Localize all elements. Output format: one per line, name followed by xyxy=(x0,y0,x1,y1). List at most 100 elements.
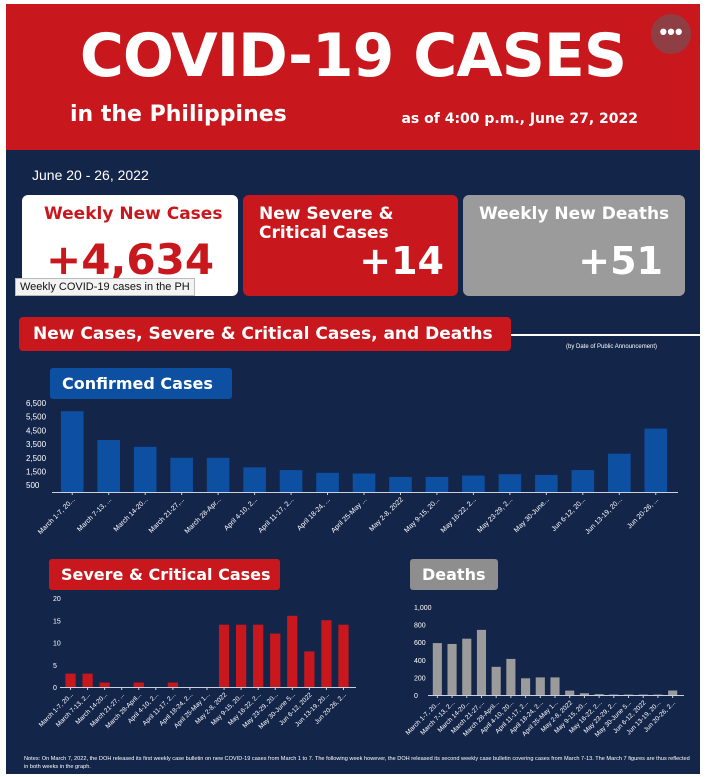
bar xyxy=(607,453,631,492)
bar xyxy=(644,428,668,492)
bar xyxy=(60,411,84,492)
as-of-timestamp: as of 4:00 p.m., June 27, 2022 xyxy=(401,111,638,127)
bar xyxy=(253,624,264,687)
y-tick-label: 0 xyxy=(414,693,418,700)
x-tick-label: April 11-17, 2... xyxy=(257,496,295,534)
y-tick-label: 10 xyxy=(53,641,61,648)
x-tick-label: May 2-8, 2022 xyxy=(368,496,405,533)
x-tick-label: March 14-20... xyxy=(113,496,150,533)
bar xyxy=(279,470,303,492)
bar xyxy=(338,624,349,687)
bar xyxy=(425,476,449,492)
page-title: COVID-19 CASES xyxy=(79,21,627,91)
y-tick-label: 4,500 xyxy=(26,426,47,435)
section-divider xyxy=(511,334,700,336)
bar xyxy=(321,620,332,687)
bar xyxy=(432,643,442,695)
bar xyxy=(506,658,516,695)
bar xyxy=(304,651,315,687)
y-tick-label: 2,500 xyxy=(26,454,47,463)
y-tick-label: 500 xyxy=(26,481,40,490)
date-note: (by Date of Public Announcement) xyxy=(566,344,658,350)
bar xyxy=(170,457,193,492)
bar xyxy=(167,682,178,687)
y-tick-label: 6,500 xyxy=(26,399,47,408)
bar xyxy=(491,666,501,695)
bar xyxy=(270,633,281,687)
bar xyxy=(565,690,575,695)
bar xyxy=(571,470,595,492)
bar xyxy=(462,475,485,492)
x-tick-label: March 21-27,... xyxy=(148,496,186,534)
x-tick-label: May 30-June... xyxy=(513,496,551,534)
x-tick-label: May 23-29, 2... xyxy=(476,496,514,534)
bar xyxy=(389,476,412,492)
bar xyxy=(668,690,678,695)
card-label: Weekly New Cases xyxy=(44,204,223,224)
x-tick-label: May 16-22, 2... xyxy=(440,496,478,534)
bar xyxy=(594,694,604,695)
bar xyxy=(550,677,560,695)
x-tick-label: April 4-10, 2... xyxy=(223,496,259,532)
x-tick-label: May 9-15, 20... xyxy=(403,496,441,534)
card-label: New Severe & Critical Cases xyxy=(259,204,394,243)
x-tick-label: Jun 6-12, 20... xyxy=(551,496,588,533)
y-tick-label: 0 xyxy=(53,685,57,692)
bar xyxy=(82,673,93,687)
severe-chart-title: Severe & Critical Cases xyxy=(49,559,280,590)
y-tick-label: 800 xyxy=(414,623,426,630)
bar xyxy=(133,682,144,687)
bar xyxy=(498,474,522,492)
x-tick-label: Jun 13-19, 20... xyxy=(584,496,623,535)
x-tick-label: March 7-13, ... xyxy=(76,496,113,533)
card-value: +14 xyxy=(359,239,444,283)
y-tick-label: 3,500 xyxy=(26,440,47,449)
bar xyxy=(287,615,298,687)
bar xyxy=(218,624,230,687)
card-value: +51 xyxy=(578,239,663,283)
bar xyxy=(352,473,376,492)
severe-critical-card: New Severe & Critical Cases +14 xyxy=(243,195,458,296)
x-tick-label: Jun 20-26, 2... xyxy=(314,691,348,725)
footnote: Notes: On March 7, 2022, the DOH release… xyxy=(24,756,690,770)
x-tick-label: March 1-7, 20... xyxy=(37,496,77,536)
section-title: New Cases, Severe & Critical Cases, and … xyxy=(19,317,511,351)
bar xyxy=(99,682,110,687)
page-subtitle: in the Philippines xyxy=(70,102,287,127)
y-tick-label: 600 xyxy=(414,640,426,647)
bar xyxy=(65,673,76,687)
bar xyxy=(97,439,121,492)
bar xyxy=(133,446,157,492)
x-tick-label: April 18-24, ... xyxy=(296,496,332,532)
x-tick-label: April 25-May ... xyxy=(330,496,368,534)
bar xyxy=(243,467,266,492)
bar xyxy=(521,678,531,695)
bar xyxy=(462,638,472,695)
x-tick-label: March 28-Apr... xyxy=(184,496,223,535)
y-tick-label: 20 xyxy=(53,596,61,603)
confirmed-cases-chart: 500 1,500 2,500 3,500 4,500 5,500 6,500 March 1… xyxy=(26,399,678,536)
ellipsis-icon: ••• xyxy=(659,19,683,44)
tooltip: Weekly COVID-19 cases in the PH xyxy=(15,278,195,296)
bar xyxy=(447,643,457,695)
infographic: COVID-19 CASES in the Philippines as of … xyxy=(6,4,700,774)
card-label: Weekly New Deaths xyxy=(479,204,670,224)
date-range: June 20 - 26, 2022 xyxy=(32,167,149,183)
weekly-new-deaths-card: Weekly New Deaths +51 xyxy=(463,195,685,296)
x-tick-label: Jun 20-26, ... xyxy=(626,496,660,530)
y-tick-label: 5,500 xyxy=(26,413,47,422)
y-tick-label: 1,500 xyxy=(26,467,47,476)
y-tick-label: 1,000 xyxy=(414,605,432,612)
confirmed-chart-title: Confirmed Cases xyxy=(50,368,232,399)
more-options-button[interactable]: ••• xyxy=(651,14,691,54)
bar xyxy=(535,474,558,492)
bar xyxy=(476,629,487,695)
y-tick-label: 200 xyxy=(414,675,426,682)
card-value: +4,634 xyxy=(46,235,215,284)
bar xyxy=(535,677,545,695)
bar xyxy=(579,693,589,695)
header-banner: COVID-19 CASES in the Philippines as of … xyxy=(6,4,700,150)
y-tick-label: 15 xyxy=(53,618,61,625)
bar xyxy=(206,457,230,492)
